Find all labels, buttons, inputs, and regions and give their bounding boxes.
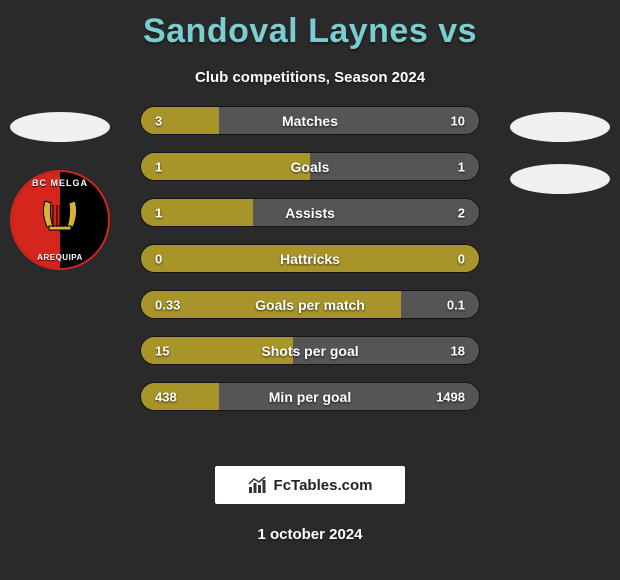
club-crest-left: BC MELGA AREQUIPA bbox=[10, 170, 110, 270]
stat-value-left: 438 bbox=[155, 389, 177, 404]
chart-icon bbox=[248, 476, 268, 494]
stat-fill-right bbox=[310, 153, 479, 180]
stat-label: Matches bbox=[282, 113, 338, 129]
stat-row: 1 2 Assists bbox=[140, 198, 480, 227]
date-text: 1 october 2024 bbox=[0, 526, 620, 543]
stat-value-right: 1498 bbox=[436, 389, 465, 404]
stat-value-right: 1 bbox=[458, 159, 465, 174]
player-avatar-left bbox=[10, 112, 110, 142]
right-player-column bbox=[500, 106, 620, 194]
stat-value-right: 2 bbox=[458, 205, 465, 220]
stat-value-right: 18 bbox=[451, 343, 465, 358]
stat-fill-left bbox=[141, 107, 219, 134]
stat-value-left: 15 bbox=[155, 343, 169, 358]
lyre-icon bbox=[35, 193, 85, 243]
player-avatar-right-1 bbox=[510, 112, 610, 142]
stat-row: 0.33 0.1 Goals per match bbox=[140, 290, 480, 319]
stat-value-left: 0 bbox=[155, 251, 162, 266]
stat-value-right: 0 bbox=[458, 251, 465, 266]
stats-arena: BC MELGA AREQUIPA 3 10 Matches 1 1 Goals 1 2 Ass… bbox=[0, 106, 620, 446]
stat-row: 438 1498 Min per goal bbox=[140, 382, 480, 411]
stat-value-left: 1 bbox=[155, 159, 162, 174]
stat-fill-left bbox=[141, 383, 219, 410]
stat-label: Goals bbox=[291, 159, 330, 175]
stat-fill-right bbox=[219, 107, 479, 134]
stat-label: Min per goal bbox=[269, 389, 351, 405]
stat-label: Shots per goal bbox=[261, 343, 358, 359]
stat-fill-left bbox=[141, 153, 310, 180]
stat-fill-right bbox=[401, 291, 479, 318]
page-title: Sandoval Laynes vs bbox=[0, 0, 620, 51]
left-player-column: BC MELGA AREQUIPA bbox=[0, 106, 120, 270]
crest-top-text: BC MELGA bbox=[32, 178, 88, 188]
brand-text: FcTables.com bbox=[274, 477, 373, 494]
stat-bars-container: 3 10 Matches 1 1 Goals 1 2 Assists 0 0 Hattricks 0.3… bbox=[140, 106, 480, 411]
stat-value-left: 3 bbox=[155, 113, 162, 128]
subtitle: Club competitions, Season 2024 bbox=[0, 69, 620, 86]
stat-row: 15 18 Shots per goal bbox=[140, 336, 480, 365]
stat-row: 1 1 Goals bbox=[140, 152, 480, 181]
stat-value-right: 10 bbox=[451, 113, 465, 128]
stat-label: Assists bbox=[285, 205, 335, 221]
stat-value-right: 0.1 bbox=[447, 297, 465, 312]
stat-value-left: 0.33 bbox=[155, 297, 180, 312]
stat-value-left: 1 bbox=[155, 205, 162, 220]
player-avatar-right-2 bbox=[510, 164, 610, 194]
stat-row: 0 0 Hattricks bbox=[140, 244, 480, 273]
crest-bottom-text: AREQUIPA bbox=[37, 253, 83, 262]
stat-row: 3 10 Matches bbox=[140, 106, 480, 135]
stat-label: Goals per match bbox=[255, 297, 365, 313]
brand-badge[interactable]: FcTables.com bbox=[215, 466, 405, 504]
stat-label: Hattricks bbox=[280, 251, 340, 267]
